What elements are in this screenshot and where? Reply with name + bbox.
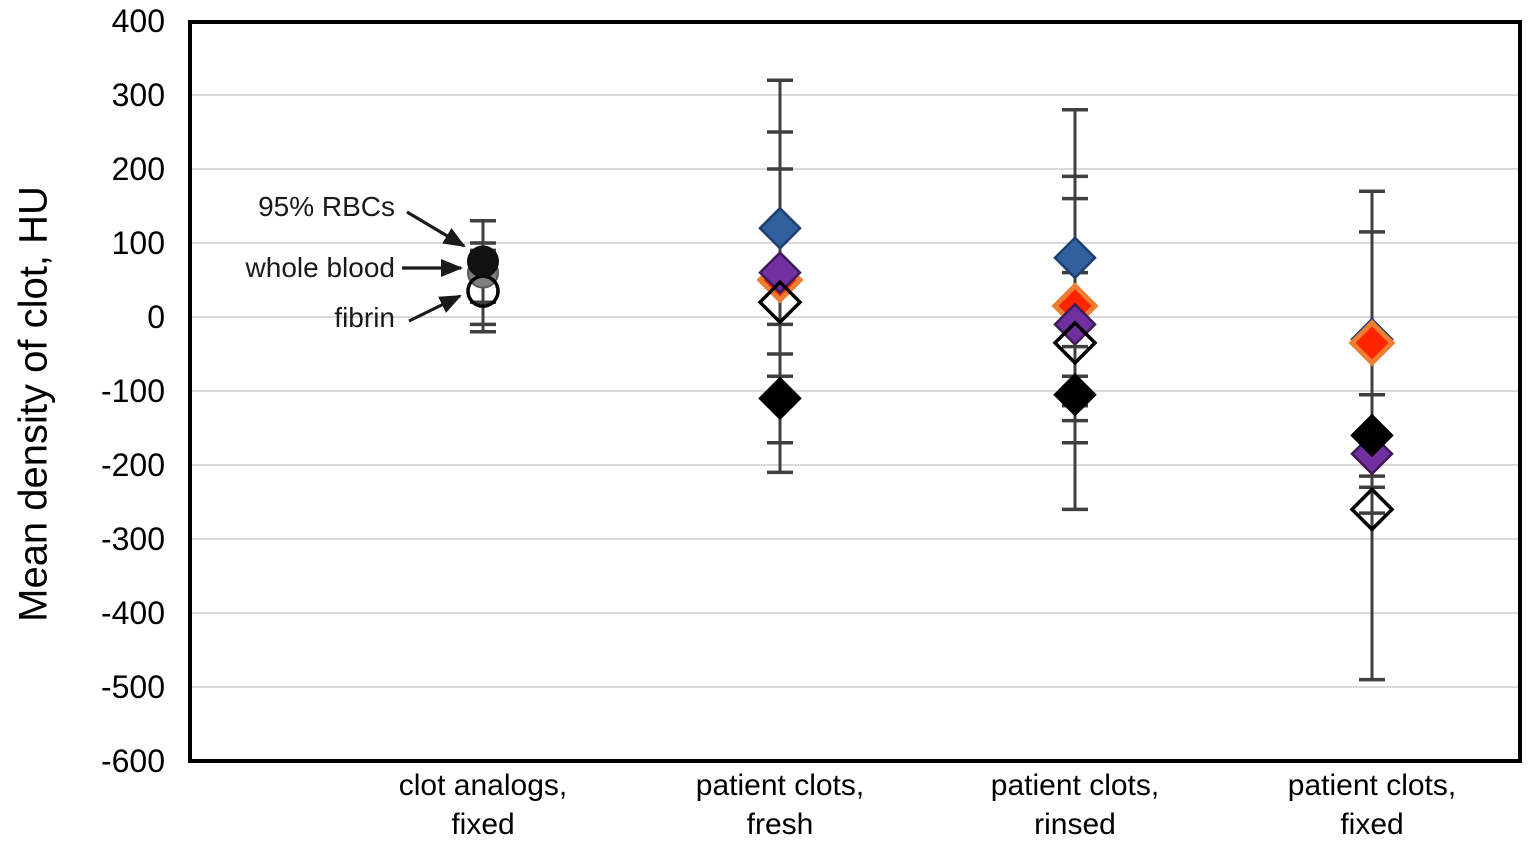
marker-black-circle (467, 245, 499, 278)
y-tick-label: -400 (100, 595, 165, 631)
x-category-line: patient clots, (990, 769, 1160, 802)
x-category-line: patient clots, (695, 769, 865, 802)
y-tick-label: 100 (111, 225, 165, 261)
marker-open-diamond (1349, 486, 1395, 532)
marker-open-diamond (757, 279, 803, 325)
annotation-arrow (406, 210, 466, 248)
y-tick-label: 400 (111, 3, 165, 39)
y-tick-label: -200 (100, 447, 165, 483)
y-tick-label: -100 (100, 373, 165, 409)
annotation-label-whole-blood: whole blood (245, 252, 395, 283)
y-tick-label: -300 (100, 521, 165, 557)
y-tick-label: 300 (111, 77, 165, 113)
x-category-line: patient clots, (1287, 769, 1457, 802)
marker-purple-diamond (758, 250, 802, 295)
marker-black-diamond (1350, 413, 1394, 458)
plot-border (188, 20, 1522, 763)
x-category-line: rinsed (1034, 808, 1116, 841)
x-category-line: fixed (451, 808, 515, 841)
annotation-label-95-rbcs: 95% RBCs (258, 191, 395, 222)
x-category-line: clot analogs, (398, 769, 568, 802)
marker-blue-diamond (758, 206, 802, 250)
marker-open-diamond (1052, 320, 1098, 366)
x-category-line: fresh (746, 808, 814, 841)
annotation-label-fibrin: fibrin (334, 302, 395, 333)
annotation-arrow (408, 294, 462, 323)
y-tick-label: 200 (111, 151, 165, 187)
marker-black-diamond (758, 376, 802, 421)
x-category-line: fixed (1340, 808, 1404, 841)
x-category-label: patient clots, rinsed (905, 766, 1245, 844)
y-tick-label: -600 (100, 743, 165, 779)
x-category-label: patient clots, fixed (1202, 766, 1535, 844)
x-category-label: clot analogs, fixed (313, 766, 653, 844)
marker-black-diamond (1053, 372, 1097, 417)
x-category-label: patient clots, fresh (610, 766, 950, 844)
marker-blue-diamond (1053, 236, 1097, 280)
marker-orange-diamond (1348, 319, 1396, 367)
y-tick-label: -500 (100, 669, 165, 705)
y-tick-label: 0 (147, 299, 165, 335)
